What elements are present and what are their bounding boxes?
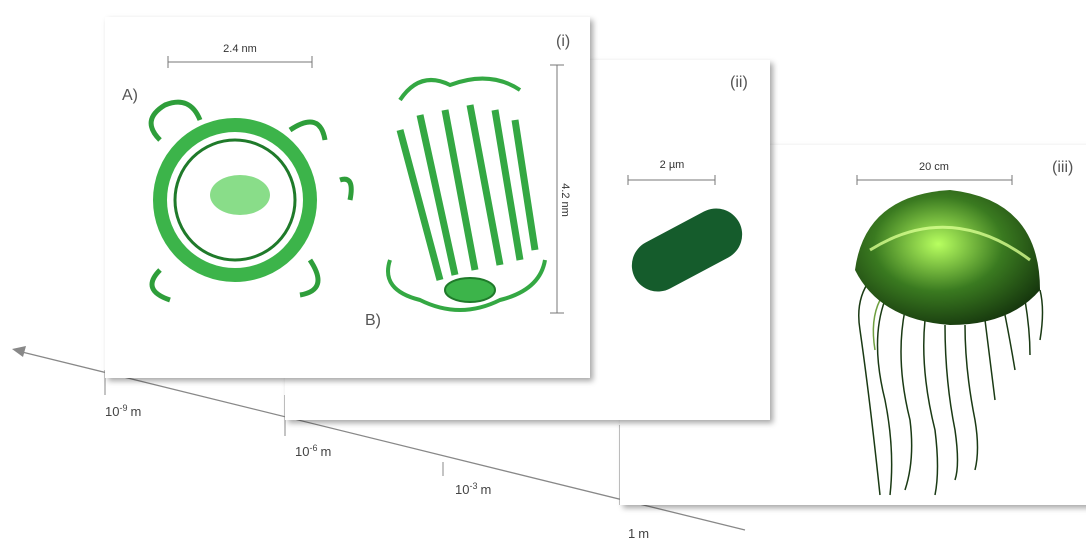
view-label: A): [122, 87, 138, 104]
jellyfish-bell: [855, 190, 1040, 325]
axis-label: 10-3 m: [455, 481, 491, 497]
scale-label: 20 cm: [919, 161, 949, 173]
panel-label: (i): [556, 33, 570, 50]
protein-side-view: [386, 76, 547, 312]
axis-label: 10-6 m: [295, 443, 331, 459]
panel-i: (i) A) B) 2.4 nm 4.2 nm: [105, 17, 590, 378]
jellyfish-glow: [869, 225, 1031, 262]
panel-label: (iii): [1052, 159, 1073, 176]
axis-label: 10-9 m: [105, 403, 141, 419]
axis-arrow: [12, 346, 26, 357]
bacterium: [631, 208, 743, 292]
protein-top-view: [148, 99, 354, 303]
panel-frame: [105, 17, 590, 378]
scale-label: 2 µm: [660, 159, 685, 171]
scale-label: 4.2 nm: [559, 183, 571, 217]
scale-label: 2.4 nm: [223, 43, 257, 55]
panel-label: (ii): [730, 74, 748, 91]
jellyfish: [858, 279, 1044, 496]
view-label: B): [365, 312, 381, 329]
